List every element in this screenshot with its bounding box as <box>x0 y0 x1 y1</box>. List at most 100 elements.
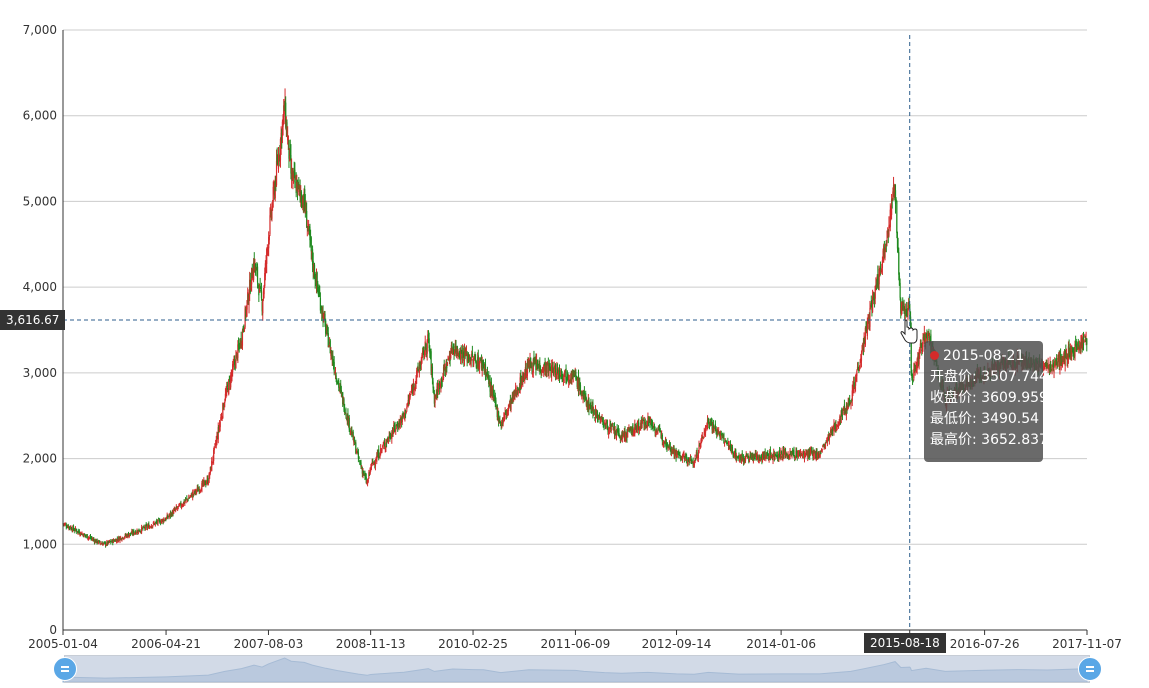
candle-body <box>241 342 243 344</box>
candle-body <box>65 523 67 525</box>
candle-body <box>201 481 204 484</box>
candle-body <box>889 209 891 228</box>
datazoom-slider[interactable] <box>64 655 1090 683</box>
candle-body <box>862 343 865 351</box>
candle-body <box>205 483 207 485</box>
candle-body <box>160 520 162 523</box>
candle-body <box>1063 353 1065 364</box>
candle-body <box>303 192 305 212</box>
candle-body <box>98 540 100 542</box>
candle-body <box>494 394 496 398</box>
candle-body <box>348 417 350 430</box>
candle-body <box>125 534 128 537</box>
candle-body <box>238 343 240 346</box>
candle-body <box>372 460 374 464</box>
candle-body <box>273 186 276 196</box>
x-tick-label: 2008-11-13 <box>336 637 406 651</box>
y-tick-label: 5,000 <box>23 194 57 208</box>
candle-body <box>812 451 814 459</box>
candle-body <box>1045 365 1047 368</box>
y-tick-label: 4,000 <box>23 280 57 294</box>
candle-body <box>633 432 635 434</box>
candle-body <box>498 420 500 424</box>
candle-body <box>311 251 313 254</box>
candle-body <box>95 539 97 543</box>
candle-body <box>878 268 880 285</box>
candle-body <box>492 389 494 397</box>
candle-body <box>556 368 559 370</box>
candle-body <box>433 393 435 404</box>
datazoom-selected-range[interactable] <box>64 655 1090 683</box>
candle-body <box>846 403 848 411</box>
candle-body <box>836 425 838 427</box>
candle-body <box>327 326 329 331</box>
candle-body <box>188 497 190 499</box>
candle-body <box>230 375 232 388</box>
candle-body <box>728 445 730 447</box>
candle-body <box>1084 335 1086 337</box>
candle-body <box>707 420 709 423</box>
candle-body <box>204 480 206 485</box>
candle-body <box>1066 356 1068 361</box>
candle-body <box>253 262 255 280</box>
candle-body <box>778 451 780 460</box>
candle-body <box>464 350 466 357</box>
candle-body <box>1062 359 1064 362</box>
candle-body <box>919 348 921 354</box>
candle-body <box>63 523 65 525</box>
candle-body <box>610 426 612 432</box>
candle-body <box>828 435 830 441</box>
candle-body <box>209 466 211 473</box>
candle-body <box>598 415 601 417</box>
datazoom-left-handle[interactable] <box>53 657 77 681</box>
candle-body <box>184 501 186 503</box>
candle-body <box>74 529 76 531</box>
candle-body <box>494 395 496 404</box>
candle-body <box>799 452 801 457</box>
candle-body <box>913 368 915 379</box>
candle-body <box>444 369 447 372</box>
candle-body <box>845 410 847 414</box>
candle-body <box>163 519 165 522</box>
candle-body <box>418 366 420 374</box>
candle-body <box>131 531 133 534</box>
candle-body <box>404 410 407 415</box>
candle-body <box>755 453 757 460</box>
candle-body <box>228 378 230 380</box>
candle-body <box>218 424 221 431</box>
candle-body <box>346 414 348 422</box>
candle-body <box>322 311 324 323</box>
candle-body <box>837 425 840 428</box>
candle-body <box>85 535 88 537</box>
candle-body <box>647 416 649 424</box>
candle-body <box>567 378 569 381</box>
candle-body <box>653 426 655 428</box>
candle-body <box>777 458 779 460</box>
candle-body <box>66 527 68 529</box>
candle-body <box>192 494 194 496</box>
candle-body <box>432 381 434 389</box>
datazoom-right-handle[interactable] <box>1078 657 1102 681</box>
candle-body <box>535 359 537 371</box>
candle-body <box>180 502 182 507</box>
candle-body <box>256 266 259 283</box>
data-tooltip: 2015-08-21 开盘价: 3507.744 收盘价: 3609.959 最… <box>924 341 1048 462</box>
candle-body <box>358 457 360 459</box>
candle-body <box>68 526 71 528</box>
candle-body <box>505 410 507 413</box>
candle-body <box>829 434 831 436</box>
candle-body <box>578 380 580 391</box>
candle-body <box>718 431 720 433</box>
candle-body <box>167 516 170 518</box>
candle-body <box>94 539 96 544</box>
candle-body <box>544 362 546 375</box>
candle-body <box>902 304 904 310</box>
candle-body <box>900 299 902 314</box>
y-tick-label: 1,000 <box>23 537 57 551</box>
candle-body <box>121 539 123 541</box>
candle-body <box>848 398 850 403</box>
candle-body <box>914 366 916 373</box>
candle-body <box>831 427 833 432</box>
candle-body <box>228 379 230 395</box>
candle-body <box>577 375 580 391</box>
